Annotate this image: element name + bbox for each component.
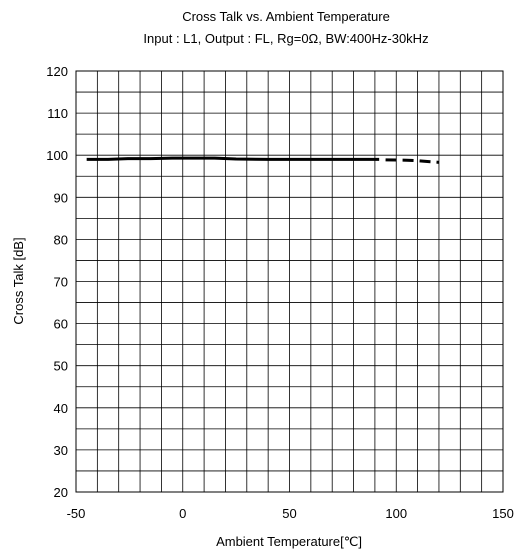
y-tick-label: 110	[47, 106, 68, 121]
y-tick-label: 100	[46, 148, 68, 163]
y-tick-label: 70	[54, 275, 68, 290]
series-lines	[86, 156, 440, 164]
chart-subtitle: Input : L1, Output : FL, Rg=0Ω, BW:400Hz…	[143, 31, 428, 46]
y-tick-label: 30	[54, 443, 68, 458]
y-tick-label: 60	[54, 317, 68, 332]
series-line-solid	[86, 156, 380, 161]
x-tick-label: 150	[492, 506, 514, 521]
y-axis-label: Cross Talk [dB]	[11, 237, 26, 324]
y-tick-label: 50	[54, 359, 68, 374]
plot-frame	[75, 70, 504, 493]
x-tick-label: 0	[179, 506, 186, 521]
x-tick-label: 50	[282, 506, 296, 521]
grid	[76, 71, 503, 492]
x-tick-label: -50	[67, 506, 86, 521]
series-line-dashed	[385, 158, 440, 164]
y-tick-label: 20	[54, 485, 68, 500]
chart-title: Cross Talk vs. Ambient Temperature	[182, 9, 390, 24]
y-tick-label: 40	[54, 401, 68, 416]
x-tick-label: 100	[385, 506, 407, 521]
y-tick-label: 120	[46, 64, 68, 79]
y-tick-label: 90	[54, 190, 68, 205]
x-axis-label: Ambient Temperature[℃]	[216, 534, 362, 549]
y-tick-label: 80	[54, 232, 68, 247]
y-tick-labels: 20 30 40 50 60 70 80 90 100 110 120	[46, 64, 68, 500]
x-tick-labels: -50 0 50 100 150	[67, 506, 514, 521]
